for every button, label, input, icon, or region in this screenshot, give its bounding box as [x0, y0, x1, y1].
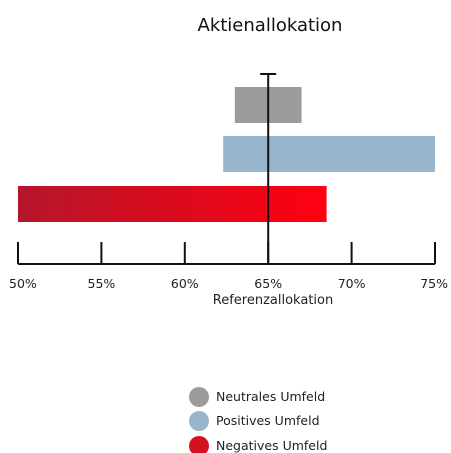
x-tick-label-55: 55% [88, 276, 116, 291]
bars-group [18, 87, 435, 222]
x-tick-label-70: 70% [338, 276, 366, 291]
bar-negatives-umfeld [18, 186, 327, 222]
chart-title: Aktienallokation [198, 15, 343, 36]
x-tick-label-75: 75% [420, 276, 448, 291]
legend-label: Negatives Umfeld [216, 438, 327, 453]
legend-item-negatives-umfeld: Negatives Umfeld [189, 436, 327, 453]
x-tick-label-60: 60% [171, 276, 199, 291]
legend-label: Neutrales Umfeld [216, 389, 325, 404]
legend-swatch [189, 387, 209, 407]
legend-label: Positives Umfeld [216, 413, 320, 428]
legend-item-positives-umfeld: Positives Umfeld [189, 411, 320, 431]
x-tick-label-50: 50% [9, 276, 37, 291]
bar-positives-umfeld [223, 136, 435, 172]
legend-swatch [189, 411, 209, 431]
x-axis-ticks: 50% 55% 60% 65% 70% 75% [9, 242, 448, 291]
legend: Neutrales Umfeld Positives Umfeld Negative… [189, 387, 327, 453]
legend-item-neutrales-umfeld: Neutrales Umfeld [189, 387, 325, 407]
legend-swatch [189, 436, 209, 453]
x-axis-label: Referenzallokation [213, 293, 333, 308]
x-tick-label-65: 65% [254, 276, 282, 291]
